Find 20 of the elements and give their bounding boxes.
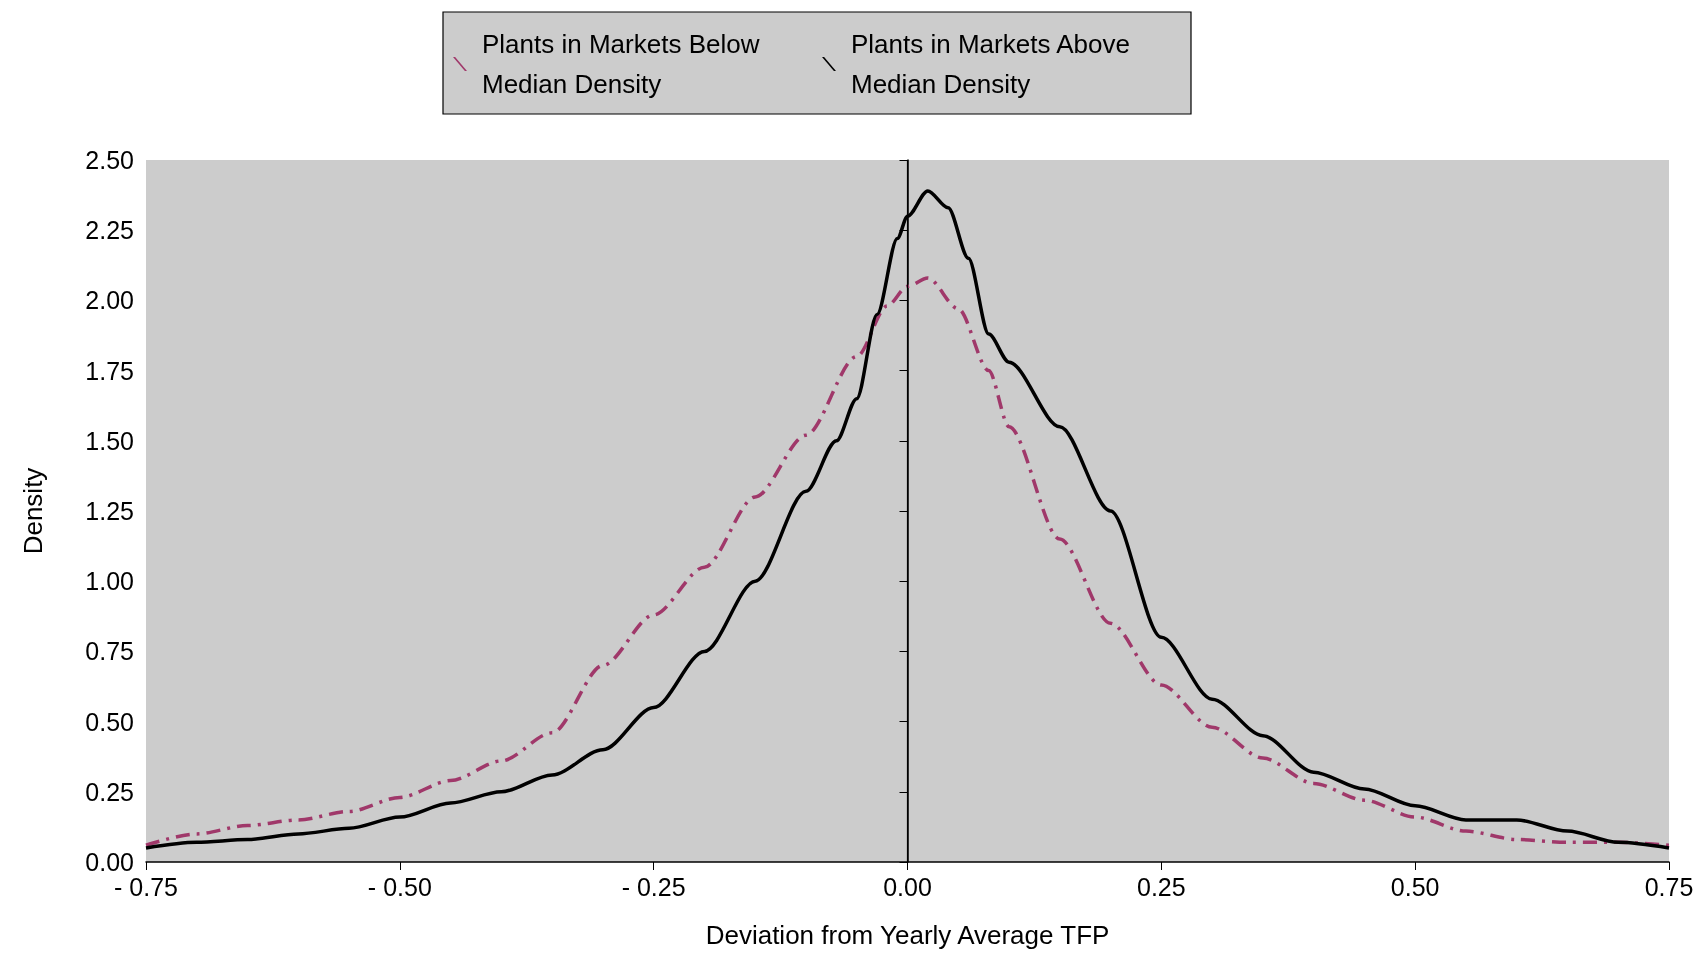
x-tick-label: 0.75 xyxy=(1644,872,1694,901)
y-tick-label: 1.00 xyxy=(85,567,134,596)
x-tick-label: 0.50 xyxy=(1390,872,1440,901)
legend-label: Plants in Markets Above Median Density xyxy=(851,29,1138,99)
x-tick-label: 0.25 xyxy=(1137,872,1186,901)
legend-label: Plants in Markets Below Median Density xyxy=(482,29,767,99)
y-tick-label: 2.50 xyxy=(85,146,134,174)
x-tick-label: - 0.25 xyxy=(621,872,686,901)
y-tick-label: 1.25 xyxy=(85,497,134,525)
x-axis-title: Deviation from Yearly Average TFP xyxy=(705,920,1110,950)
y-tick-label: 2.25 xyxy=(85,216,134,245)
y-tick-label: 0.75 xyxy=(85,637,134,666)
y-tick-label: 0.25 xyxy=(85,777,134,806)
y-tick-label: 1.50 xyxy=(85,426,134,455)
x-tick-label: 0.00 xyxy=(883,872,932,901)
y-tick-label: 1.75 xyxy=(85,356,134,385)
y-axis-title: Density xyxy=(18,467,48,555)
y-tick-label: 2.00 xyxy=(85,286,134,315)
x-tick-label: - 0.50 xyxy=(367,872,432,901)
y-tick-label: 0.50 xyxy=(85,707,134,736)
